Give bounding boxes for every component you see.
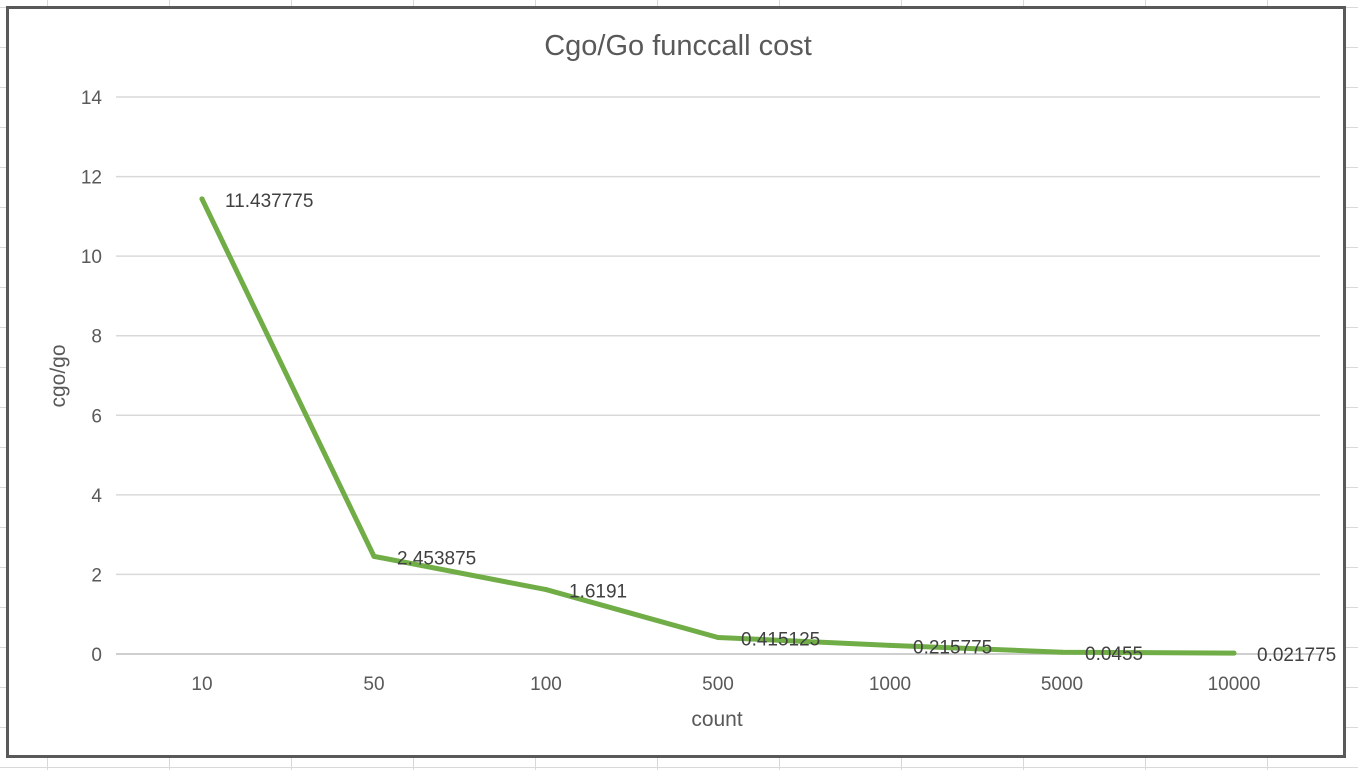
- y-tick-labels: 0 2 4 6 8 10 12 14: [81, 88, 103, 666]
- x-tick-label: 10: [191, 674, 212, 695]
- data-point: [1059, 649, 1065, 655]
- chart-frame[interactable]: [6, 6, 1346, 758]
- x-axis-title: count: [691, 708, 743, 731]
- data-labels: 11.437775 2.453875 1.6191 0.415125 0.215775 0…: [225, 191, 1336, 666]
- y-tick-label: 4: [91, 486, 102, 507]
- data-label: 0.215775: [913, 637, 992, 658]
- x-tick-label: 100: [530, 674, 562, 695]
- data-label: 0.415125: [741, 629, 820, 650]
- series-group: [199, 196, 1237, 656]
- x-tick-label: 10000: [1208, 674, 1261, 695]
- data-label: 11.437775: [225, 191, 313, 212]
- chart-title: Cgo/Go funccall cost: [544, 30, 812, 62]
- x-tick-labels: 10 50 100 500 1000 5000 10000: [191, 674, 1260, 695]
- y-tick-label: 10: [81, 247, 102, 268]
- gridlines: [116, 96, 1320, 655]
- data-point: [715, 634, 721, 640]
- data-label: 1.6191: [569, 582, 627, 603]
- y-tick-label: 6: [91, 406, 102, 427]
- x-tick-label: 1000: [869, 674, 911, 695]
- x-tick-label: 500: [702, 674, 734, 695]
- y-axis-title: cgo/go: [47, 344, 70, 407]
- y-tick-label: 8: [91, 327, 102, 348]
- series-line: [199, 196, 1237, 656]
- y-tick-label: 14: [81, 88, 103, 109]
- data-point: [199, 196, 205, 202]
- y-tick-label: 2: [91, 565, 102, 586]
- data-label: 0.0455: [1085, 644, 1143, 665]
- y-tick-label: 0: [91, 645, 102, 666]
- data-point: [887, 642, 893, 648]
- data-label: 2.453875: [397, 548, 476, 569]
- x-tick-label: 50: [363, 674, 384, 695]
- data-label: 0.021775: [1257, 645, 1336, 666]
- data-point: [371, 553, 377, 559]
- data-point: [543, 587, 549, 593]
- y-tick-label: 12: [81, 168, 102, 189]
- data-point: [1231, 650, 1237, 656]
- x-tick-label: 5000: [1041, 674, 1083, 695]
